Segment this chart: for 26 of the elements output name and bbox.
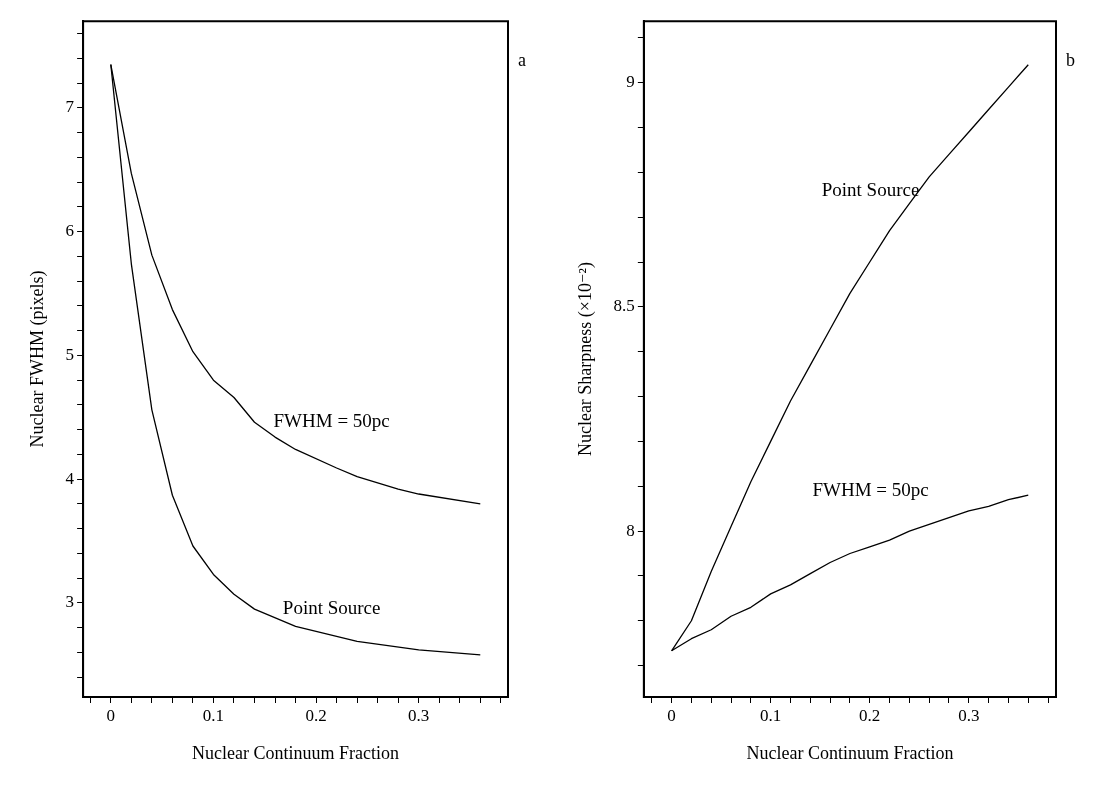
x-tick-label: 0.2 (859, 705, 881, 725)
x-tick-label: 0.2 (305, 705, 327, 725)
x-tick-label: 0.3 (408, 705, 430, 725)
series-label: FWHM = 50pc (812, 479, 929, 501)
series-label: Point Source (282, 597, 381, 619)
y-tick-label: 8.5 (613, 296, 635, 316)
text: a (518, 49, 526, 70)
x-tick-label: 0 (106, 705, 116, 725)
x-axis-title: Nuclear Continuum Fraction (192, 742, 400, 763)
y-tick-label: 3 (65, 592, 75, 612)
series-label: FWHM = 50pc (273, 409, 390, 431)
x-tick-label: 0.1 (202, 705, 225, 725)
y-tick-label: 7 (65, 97, 75, 117)
y-tick-label: 9 (626, 72, 635, 92)
x-tick-label: 0.3 (958, 705, 980, 725)
x-tick-label: 0.1 (760, 705, 782, 725)
y-axis-title: Nuclear Sharpness (×10⁻²) (574, 262, 596, 457)
y-tick-label: 5 (65, 344, 75, 364)
x-tick-label: 0 (667, 705, 676, 725)
y-tick-label: 4 (65, 468, 75, 488)
y-axis-title: Nuclear FWHM (pixels) (26, 270, 48, 448)
series-label: Point Source (821, 178, 920, 200)
y-tick-label: 6 (65, 221, 75, 241)
y-tick-label: 8 (626, 520, 635, 540)
text: b (1066, 49, 1075, 70)
x-axis-title: Nuclear Continuum Fraction (746, 742, 954, 763)
